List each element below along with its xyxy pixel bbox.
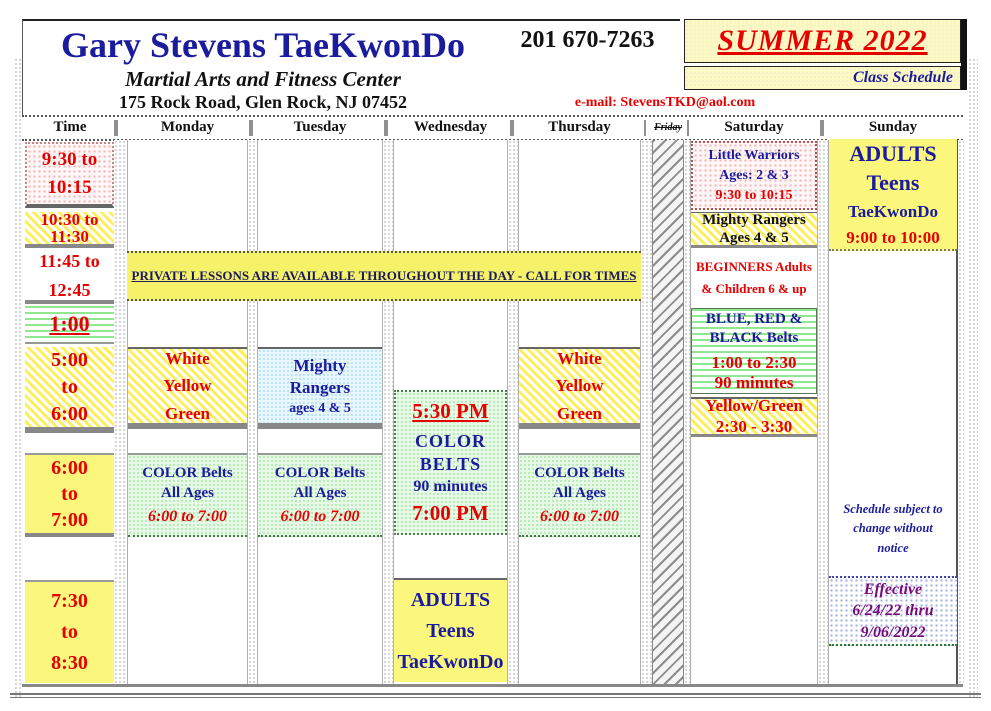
time-slot-930: 9:30 to 10:15 xyxy=(25,142,114,208)
column-header-wednesday: Wednesday xyxy=(413,119,488,135)
wednesday-color-belts-class: 5:30 PM COLOR BELTS 90 minutes 7:00 PM xyxy=(394,390,507,535)
class-subtitle: TaeKwonDo xyxy=(847,201,939,221)
class-schedule-label: Class Schedule xyxy=(852,69,953,86)
column-header-monday: Monday xyxy=(160,119,215,135)
class-start-time: 5:30 PM xyxy=(412,399,489,423)
class-time: 1:00 to 2:30 xyxy=(711,352,797,372)
time-slot-1145: 11:45 to 12:45 xyxy=(25,251,114,304)
time-slot-100: 1:00 xyxy=(25,306,114,344)
column-gap-pattern xyxy=(641,140,652,685)
class-title: BLUE, RED & BLACK Belts xyxy=(705,310,803,347)
column-header-saturday: Saturday xyxy=(724,119,784,135)
phone-number: 201 670-7263 xyxy=(520,27,655,53)
header-separator xyxy=(820,120,824,136)
page-bottom-rule xyxy=(10,693,981,698)
school-address: 175 Rock Road, Glen Rock, NJ 07452 xyxy=(118,92,407,112)
class-end-time: 7:00 PM xyxy=(412,501,489,525)
column-gap-pattern xyxy=(684,140,690,685)
class-title: COLOR BELTS xyxy=(414,431,486,474)
season-box: SUMMER 2022 xyxy=(684,19,961,63)
email-address: e-mail: StevensTKD@aol.com xyxy=(574,95,756,110)
class-title: ADULTS Teens xyxy=(849,141,937,195)
header-row-top-rule xyxy=(22,115,963,117)
column-gap-pattern xyxy=(818,140,828,685)
header-separator xyxy=(644,120,646,136)
column-header-thursday: Thursday xyxy=(548,119,611,135)
class-ages: Ages: 2 & 3 xyxy=(719,168,789,184)
column-header-sunday: Sunday xyxy=(868,119,918,135)
class-title: Mighty Rangers xyxy=(289,355,351,397)
header-separator xyxy=(510,120,514,136)
saturday-advanced-belts-class: BLUE, RED & BLACK Belts 1:00 to 2:30 90 … xyxy=(691,308,817,394)
header-separator xyxy=(687,120,689,136)
column-gap-pattern xyxy=(383,140,393,685)
column-gap-pattern xyxy=(508,140,518,685)
column-header-time: Time xyxy=(53,119,87,135)
time-slot-730: 7:30 to 8:30 xyxy=(25,580,114,683)
thursday-white-yellow-green-class: White Yellow Green xyxy=(519,347,640,429)
saturday-beginners-class: BEGINNERS Adults & Children 6 & up xyxy=(691,250,817,306)
masthead-box xyxy=(22,19,680,116)
class-title: COLOR Belts All Ages xyxy=(142,465,233,501)
monday-white-yellow-green-class: White Yellow Green xyxy=(128,347,247,429)
schedule-change-note: Schedule subject to change without notic… xyxy=(843,501,943,555)
tuesday-color-belts-class: COLOR Belts All Ages 6:00 to 7:00 xyxy=(258,453,382,537)
column-header-tuesday: Tuesday xyxy=(293,119,347,135)
season-label: SUMMER 2022 xyxy=(717,24,928,57)
class-time: 9:30 to 10:15 xyxy=(715,188,793,203)
right-border-pattern xyxy=(968,58,978,698)
saturday-little-warriors-class: Little Warriors Ages: 2 & 3 9:30 to 10:1… xyxy=(691,141,817,210)
time-slot-500: 5:00 to 6:00 xyxy=(25,347,114,433)
class-ages: ages 4 & 5 xyxy=(289,401,351,417)
friday-closed-hatch xyxy=(652,140,684,685)
private-lessons-text: PRIVATE LESSONS ARE AVAILABLE THROUGHOUT… xyxy=(131,268,637,283)
class-title: COLOR Belts All Ages xyxy=(274,465,366,501)
column-header-friday: Friday xyxy=(654,122,682,133)
saturday-yellow-green-class: Yellow/Green 2:30 - 3:30 xyxy=(691,396,817,437)
school-title: Gary Stevens TaeKwonDo xyxy=(60,25,466,65)
header-separator xyxy=(249,120,253,136)
left-border-pattern xyxy=(14,58,23,698)
sunday-adults-teens-class: ADULTS Teens TaeKwonDo 9:00 to 10:00 xyxy=(829,139,957,251)
class-title: Little Warriors xyxy=(708,148,800,164)
class-duration: 90 minutes xyxy=(413,478,488,495)
monday-color-belts-class: COLOR Belts All Ages 6:00 to 7:00 xyxy=(128,453,247,537)
class-time: 9:00 to 10:00 xyxy=(846,227,940,247)
saturday-mighty-rangers-class: Mighty Rangers Ages 4 & 5 xyxy=(691,212,817,248)
grid-bottom-rule xyxy=(22,684,963,687)
class-time: 6:00 to 7:00 xyxy=(280,508,360,525)
class-time: 6:00 to 7:00 xyxy=(539,508,620,525)
effective-dates: Effective 6/24/22 thru 9/06/2022 xyxy=(829,576,957,646)
class-schedule-box: Class Schedule xyxy=(684,66,961,90)
thursday-color-belts-class: COLOR Belts All Ages 6:00 to 7:00 xyxy=(519,453,640,537)
wednesday-adults-teens-class: ADULTS Teens TaeKwonDo xyxy=(394,578,507,682)
private-lessons-banner: PRIVATE LESSONS ARE AVAILABLE THROUGHOUT… xyxy=(127,251,641,301)
column-gap-pattern xyxy=(248,140,257,685)
time-slot-1030: 10:30 to 11:30 xyxy=(25,211,114,248)
tuesday-mighty-rangers-class: Mighty Rangers ages 4 & 5 xyxy=(258,347,382,429)
column-gap-pattern xyxy=(114,140,127,685)
time-slot-600: 6:00 to 7:00 xyxy=(25,453,114,537)
column-gap-pattern xyxy=(958,140,964,685)
class-time: 6:00 to 7:00 xyxy=(147,508,228,525)
header-separator xyxy=(384,120,388,136)
season-box-shadow xyxy=(961,19,967,90)
class-duration: 90 minutes xyxy=(714,372,794,392)
class-title: COLOR Belts All Ages xyxy=(534,465,625,501)
header-separator xyxy=(114,120,118,136)
school-subtitle: Martial Arts and Fitness Center xyxy=(125,67,401,91)
